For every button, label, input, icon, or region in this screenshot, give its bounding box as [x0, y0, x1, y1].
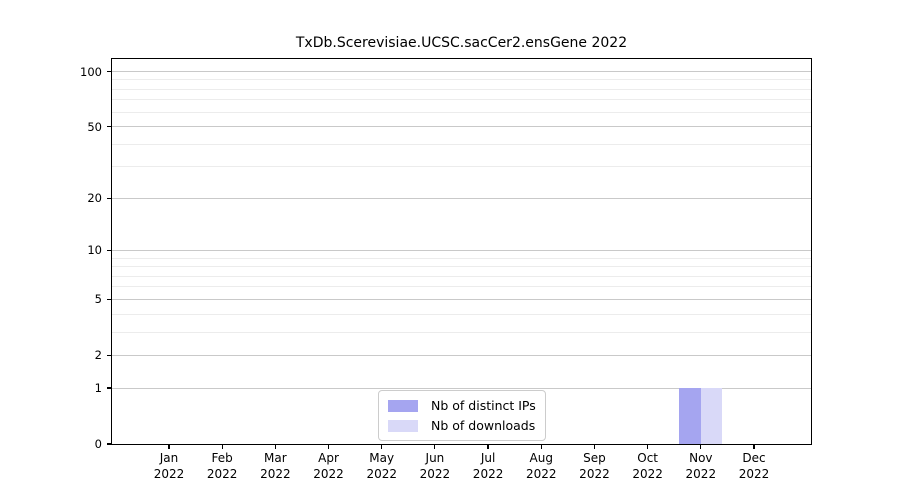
- x-tick-month: Aug: [529, 451, 553, 465]
- x-tick-month: Mar: [264, 451, 287, 465]
- x-tick-label: Feb 2022: [207, 451, 238, 482]
- x-tick-year: 2022: [632, 466, 663, 481]
- x-tick-month: Dec: [742, 451, 766, 465]
- x-tick-mark: [221, 445, 223, 449]
- x-tick-year: 2022: [685, 466, 717, 481]
- x-tick-year: 2022: [419, 466, 451, 481]
- x-tick-month: Jan: [159, 451, 179, 465]
- x-tick-month: Jul: [480, 451, 496, 465]
- legend: Nb of distinct IPs Nb of downloads: [378, 390, 546, 441]
- gridline-minor: [112, 331, 811, 333]
- x-tick-year: 2022: [472, 466, 504, 481]
- gridline-major: [112, 249, 811, 251]
- y-tick-label: 1: [94, 381, 102, 396]
- x-tick-label: Jan 2022: [154, 451, 185, 482]
- x-tick-year: 2022: [366, 466, 397, 481]
- y-tick-label: 50: [87, 119, 102, 134]
- gridline-major: [112, 126, 811, 128]
- y-tick-mark: [107, 197, 111, 199]
- gridline-minor: [112, 266, 811, 268]
- x-tick-label: Sep 2022: [579, 451, 610, 482]
- x-tick-year: 2022: [738, 466, 770, 481]
- y-tick-mark: [107, 298, 111, 300]
- x-tick-year: 2022: [153, 466, 185, 481]
- x-tick-label: Nov 2022: [686, 451, 717, 482]
- chart-title: TxDb.Scerevisiae.UCSC.sacCer2.ensGene 20…: [295, 35, 628, 51]
- x-tick-year: 2022: [313, 466, 344, 481]
- x-tick-mark: [168, 445, 170, 449]
- x-tick-month: Apr: [318, 451, 339, 465]
- legend-entry: Nb of distinct IPs: [388, 398, 536, 413]
- legend-label: Nb of downloads: [431, 418, 536, 433]
- gridline-major: [112, 298, 811, 300]
- x-tick-label: Dec 2022: [739, 451, 770, 482]
- x-tick-mark: [381, 445, 383, 449]
- x-tick-mark: [753, 445, 755, 449]
- y-tick-label: 0: [94, 437, 102, 451]
- y-tick-mark: [107, 443, 111, 445]
- gridline-minor: [112, 88, 811, 90]
- x-tick-label: Aug 2022: [526, 451, 557, 482]
- gridline-minor: [112, 286, 811, 288]
- x-tick-label: Mar 2022: [260, 451, 291, 482]
- y-tick-label: 100: [80, 64, 102, 79]
- x-tick-label: Jun 2022: [420, 451, 451, 482]
- gridline-minor: [112, 166, 811, 168]
- x-tick-label: Oct 2022: [632, 451, 663, 482]
- x-tick-mark: [593, 445, 596, 449]
- gridline-minor: [112, 99, 811, 101]
- y-tick-label: 5: [94, 292, 102, 307]
- x-tick-mark: [327, 445, 330, 449]
- y-tick-label: 10: [87, 243, 102, 258]
- y-tick-mark: [107, 387, 111, 389]
- x-tick-mark: [434, 445, 436, 449]
- x-tick-mark: [540, 445, 542, 449]
- x-tick-label: May 2022: [366, 451, 397, 482]
- y-tick-mark: [107, 354, 111, 356]
- x-tick-label: Apr 2022: [313, 451, 344, 482]
- legend-swatch: [388, 419, 418, 432]
- y-tick-label: 20: [87, 191, 102, 206]
- x-tick-year: 2022: [525, 466, 557, 481]
- gridline-minor: [112, 79, 811, 81]
- gridline-major: [112, 71, 811, 73]
- x-tick-year: 2022: [260, 466, 291, 481]
- gridline-major: [112, 354, 811, 356]
- x-tick-year: 2022: [579, 466, 610, 481]
- x-tick-month: Feb: [211, 451, 233, 465]
- gridline-minor: [112, 111, 811, 113]
- x-tick-mark: [274, 445, 276, 449]
- bar-downloads-nov: [700, 388, 723, 444]
- legend-label: Nb of distinct IPs: [431, 398, 536, 413]
- x-tick-month: May: [369, 451, 395, 465]
- x-tick-year: 2022: [206, 466, 238, 481]
- bar-distinct-ips-nov: [679, 388, 701, 444]
- x-tick-mark: [700, 445, 702, 449]
- x-tick-month: Jun: [425, 451, 445, 465]
- legend-entry: Nb of downloads: [388, 418, 536, 433]
- x-tick-label: Jul 2022: [473, 451, 504, 482]
- gridline-minor: [112, 275, 811, 277]
- gridline-major: [112, 197, 811, 199]
- legend-swatch: [388, 399, 418, 412]
- gridline-minor: [112, 257, 811, 259]
- gridline-major: [112, 387, 811, 389]
- y-tick-mark: [107, 249, 111, 252]
- gridline-minor: [112, 313, 811, 315]
- plot-frame: [111, 58, 812, 445]
- x-tick-month: Nov: [689, 451, 713, 465]
- x-tick-mark: [647, 445, 649, 449]
- gridline-minor: [112, 143, 811, 145]
- x-tick-mark: [487, 445, 489, 449]
- x-tick-month: Sep: [583, 451, 606, 465]
- y-tick-mark: [107, 126, 111, 128]
- y-tick-mark: [107, 70, 111, 73]
- y-tick-label: 2: [94, 348, 102, 363]
- x-tick-month: Oct: [637, 451, 658, 465]
